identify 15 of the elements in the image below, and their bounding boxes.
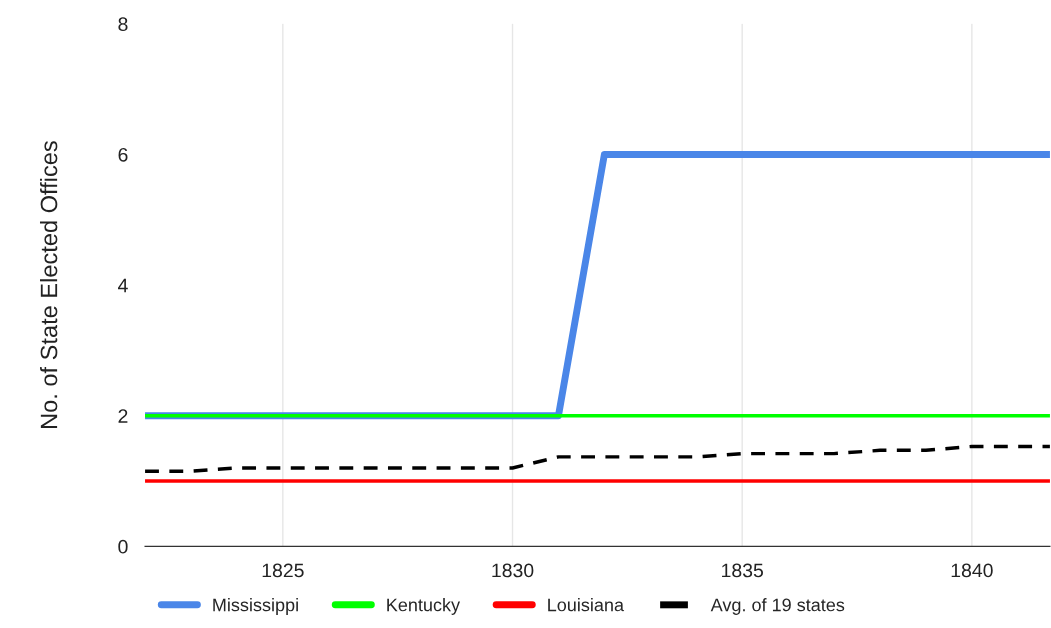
x-tick-label: 1825 — [262, 563, 304, 578]
legend-label: Kentucky — [387, 598, 461, 615]
line-series — [145, 444, 1050, 473]
y-tick-label: 8 — [118, 17, 128, 32]
y-tick-label: 2 — [118, 409, 128, 423]
x-tick-label: 1840 — [951, 563, 993, 578]
y-axis-title: No. of State Elected Offices — [39, 141, 58, 428]
legend-label: Avg. of 19 states — [710, 598, 845, 615]
x-tick-label: 1830 — [492, 563, 534, 578]
y-tick-label: 4 — [118, 278, 128, 293]
legend-label: Louisiana — [548, 598, 625, 612]
y-tick-label: 0 — [118, 539, 128, 554]
x-tick-label: 1835 — [722, 563, 763, 578]
legend-label: Mississippi — [213, 598, 298, 615]
y-tick-label: 6 — [118, 147, 128, 162]
